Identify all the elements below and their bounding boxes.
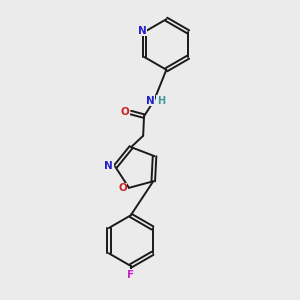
Text: O: O — [121, 107, 130, 117]
Text: N: N — [104, 161, 113, 171]
Text: O: O — [118, 183, 127, 194]
Text: N: N — [146, 96, 154, 106]
Text: N: N — [138, 26, 146, 36]
Text: H: H — [157, 96, 165, 106]
Text: F: F — [127, 270, 134, 280]
